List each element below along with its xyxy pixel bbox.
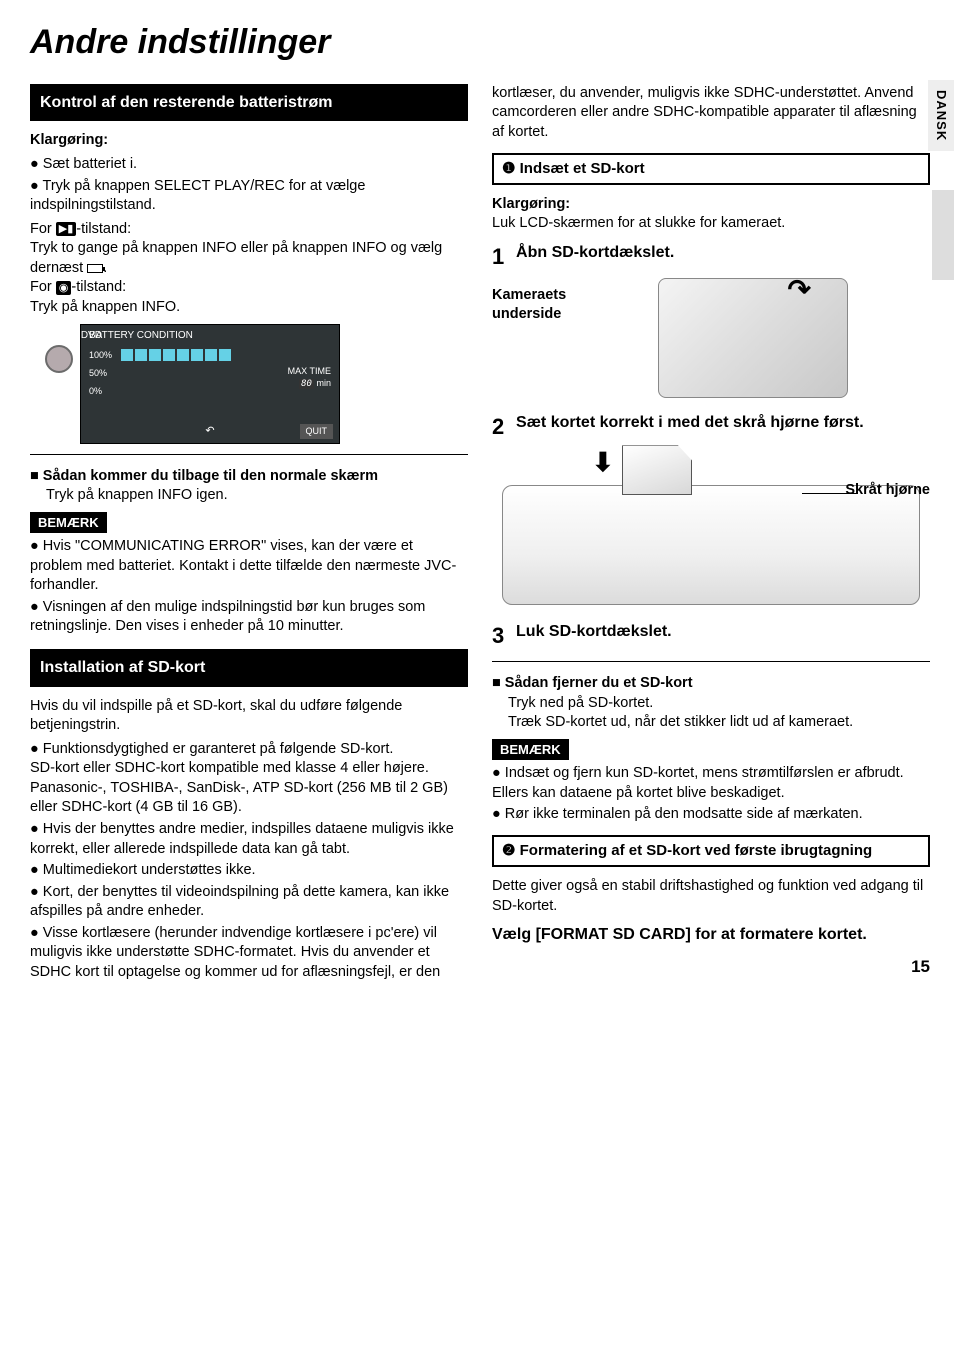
section-sd-header: Installation af SD-kort: [30, 649, 468, 687]
page-title: Andre indstillinger: [30, 20, 930, 66]
back-icon: ↶: [205, 424, 214, 439]
step-3-text: Luk SD-kortdækslet.: [516, 621, 928, 643]
prep-label-r: Klargøring:: [492, 195, 930, 215]
step-2-num: 2: [492, 412, 512, 442]
page-number: 15: [492, 956, 930, 979]
remove-heading: Sådan fjerner du et SD-kort: [492, 674, 930, 694]
insert-sd-header: ❶ Indsæt et SD-kort: [492, 153, 930, 185]
sd-insert-illustration: ⬇ Skråt hjørne: [492, 445, 930, 615]
open-arrow-icon: ↷: [788, 271, 811, 309]
photo-mode-icon: ◉: [56, 281, 72, 295]
step-1-text: Åbn SD-kortdækslet.: [516, 242, 928, 264]
format-sd-header: ❷ Formatering af et SD-kort ved første i…: [492, 835, 930, 867]
note-item: Visningen af den mulige indspilningstid …: [30, 598, 468, 637]
language-tab: DANSK: [928, 80, 954, 151]
camera-underside-label: Kameraets underside: [492, 286, 612, 325]
sd-bullet: Funktionsdygtighed er garanteret på følg…: [30, 740, 468, 818]
mode-photo-line: For ◉-tilstand:: [30, 278, 468, 298]
direct-dvd-label: DIRECT DVD: [41, 329, 102, 343]
note-label: BEMÆRK: [492, 739, 569, 761]
prep-label: Klargøring:: [30, 131, 468, 151]
info-label: INFO: [41, 413, 65, 427]
level-0: 0%: [89, 385, 121, 397]
insert-arrow-icon: ⬇: [592, 445, 614, 480]
step-2-text: Sæt kortet korrekt i med det skrå hjørne…: [516, 412, 928, 434]
sd-bullet: Kort, der benyttes til videoindspilning …: [30, 883, 468, 922]
remove-l2: Træk SD-kortet ud, når det stikker lidt …: [508, 713, 930, 733]
direct-dvd-button-icon: [45, 345, 73, 373]
sd-intro: Hvis du vil indspille på et SD-kort, ska…: [30, 697, 468, 736]
sd-continuation: kortlæser, du anvender, muligvis ikke SD…: [492, 84, 930, 143]
battery-condition-display: DIRECT DVD INFO BATTERY CONDITION 100% 5…: [80, 324, 340, 444]
mode-video-instr: Tryk to gange på knappen INFO eller på k…: [30, 239, 468, 278]
note-item: Rør ikke terminalen på den modsatte side…: [492, 805, 930, 825]
note-item: Hvis "COMMUNICATING ERROR" vises, kan de…: [30, 537, 468, 596]
sd-bullet: Visse kortlæsere (herunder indvendige ko…: [30, 924, 468, 983]
note-item: Indsæt og fjern kun SD-kortet, mens strø…: [492, 764, 930, 803]
divider: [492, 661, 930, 662]
mode-video-line: For ▶▮-tilstand:: [30, 220, 468, 240]
format-command: Vælg [FORMAT SD CARD] for at formatere k…: [492, 924, 930, 946]
prep-bullet: Tryk på knappen SELECT PLAY/REC for at v…: [30, 177, 468, 216]
mode-photo-instr: Tryk på knappen INFO.: [30, 298, 468, 318]
side-spacer: [932, 190, 954, 280]
quit-label: QUIT: [300, 424, 334, 438]
step-3-num: 3: [492, 621, 512, 651]
battery-icon: [87, 264, 103, 273]
level-100: 100%: [89, 349, 121, 361]
max-time: MAX TIME 80 min: [288, 365, 331, 390]
level-50: 50%: [89, 367, 121, 379]
back-instr: Tryk på knappen INFO igen.: [46, 486, 468, 506]
battery-title: BATTERY CONDITION: [89, 329, 331, 343]
note-label: BEMÆRK: [30, 512, 107, 534]
remove-l1: Tryk ned på SD-kortet.: [508, 694, 930, 714]
prep-line-r: Luk LCD-skærmen for at slukke for kamera…: [492, 214, 930, 234]
prep-bullet: Sæt batteriet i.: [30, 155, 468, 175]
step-1-num: 1: [492, 242, 512, 272]
video-mode-icon: ▶▮: [56, 222, 77, 236]
camera-underside-illustration: ↷: [658, 278, 848, 398]
format-line: Dette giver også en stabil driftshastigh…: [492, 877, 930, 916]
sd-bullet: Hvis der benyttes andre medier, indspill…: [30, 820, 468, 859]
sd-bullet: Multimediekort understøttes ikke.: [30, 861, 468, 881]
sd-card-icon: [622, 445, 692, 495]
back-heading: Sådan kommer du tilbage til den normale …: [30, 467, 468, 487]
bevel-callout: Skråt hjørne: [845, 481, 930, 501]
divider: [30, 454, 468, 455]
section-battery-header: Kontrol af den resterende batteristrøm: [30, 84, 468, 122]
